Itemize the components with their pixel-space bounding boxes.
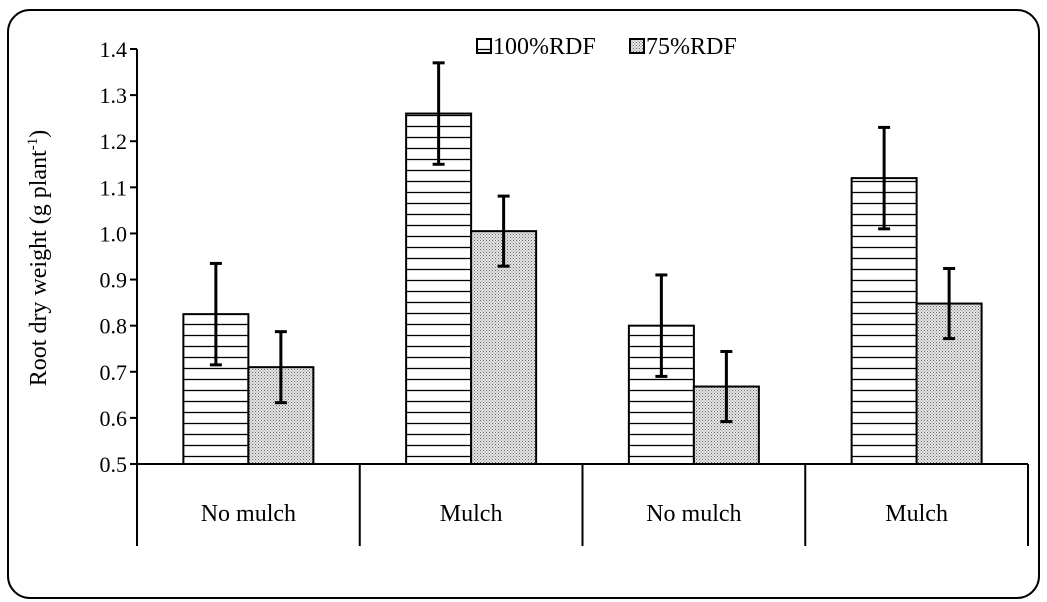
plot-area: 0.5 0.6 0.7 0.8 0.9 1.0 1.1 1.2 1.3 1.4 No mulch Mu… — [100, 37, 1029, 546]
y-tick-label: 1.4 — [100, 37, 128, 62]
y-tick-label: 1.3 — [100, 83, 128, 108]
bar-100-rdf — [405, 112, 473, 466]
y-axis-label: Root dry weight (g plant-1) — [25, 130, 52, 386]
bar-75-rdf — [247, 366, 315, 465]
y-tick-label: 0.8 — [100, 314, 128, 339]
legend-label-100-rdf: 100%RDF — [493, 34, 596, 60]
y-tick-label: 0.7 — [100, 360, 128, 385]
y-tick-label: 0.5 — [100, 452, 128, 477]
bar-75-rdf — [470, 230, 538, 465]
x-category-label: No mulch — [201, 501, 296, 527]
legend: 100%RDF 75%RDF — [476, 34, 737, 60]
y-axis-label-main: Root dry weight (g plant — [26, 150, 52, 386]
x-category-label: Mulch — [440, 501, 503, 527]
y-tick-label: 0.9 — [100, 268, 128, 293]
y-axis-label-superscript: -1 — [25, 138, 41, 151]
y-tick-label: 0.6 — [100, 406, 128, 431]
y-tick-label: 1.2 — [100, 129, 128, 154]
y-axis-label-suffix: ) — [26, 130, 52, 138]
legend-swatch-100-rdf — [476, 38, 492, 54]
y-tick-label: 1.0 — [100, 221, 128, 246]
x-category-label: Mulch — [885, 501, 948, 527]
legend-label-75-rdf: 75%RDF — [646, 34, 737, 60]
legend-swatch-75-rdf — [629, 38, 645, 54]
y-tick-label: 1.1 — [100, 175, 128, 200]
x-category-label: No mulch — [646, 501, 741, 527]
